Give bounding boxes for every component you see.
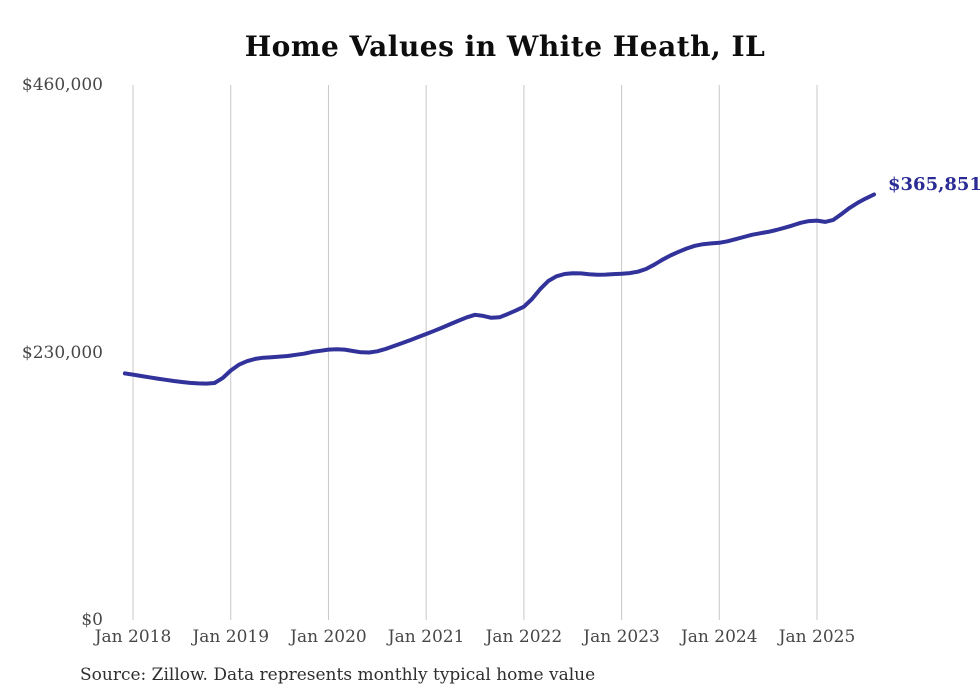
x-tick-label: Jan 2019 bbox=[192, 627, 270, 647]
chart-title: Home Values in White Heath, IL bbox=[244, 30, 766, 63]
x-tick-label: Jan 2024 bbox=[680, 627, 758, 647]
y-tick-label: $460,000 bbox=[21, 75, 103, 95]
x-tick-label: Jan 2018 bbox=[94, 627, 172, 647]
x-tick-label: Jan 2020 bbox=[290, 627, 367, 647]
x-tick-label: Jan 2022 bbox=[485, 627, 563, 647]
source-note: Source: Zillow. Data represents monthly … bbox=[80, 665, 596, 685]
year-gridlines bbox=[132, 85, 818, 620]
x-tick-label: Jan 2025 bbox=[778, 627, 856, 647]
y-tick-label: $0 bbox=[81, 610, 103, 630]
x-tick-label: Jan 2021 bbox=[387, 627, 465, 647]
y-tick-label: $230,000 bbox=[21, 342, 103, 363]
latest-value-label: $365,851 bbox=[888, 174, 980, 196]
x-tick-label: Jan 2023 bbox=[583, 627, 660, 647]
home-value-line bbox=[122, 192, 876, 386]
